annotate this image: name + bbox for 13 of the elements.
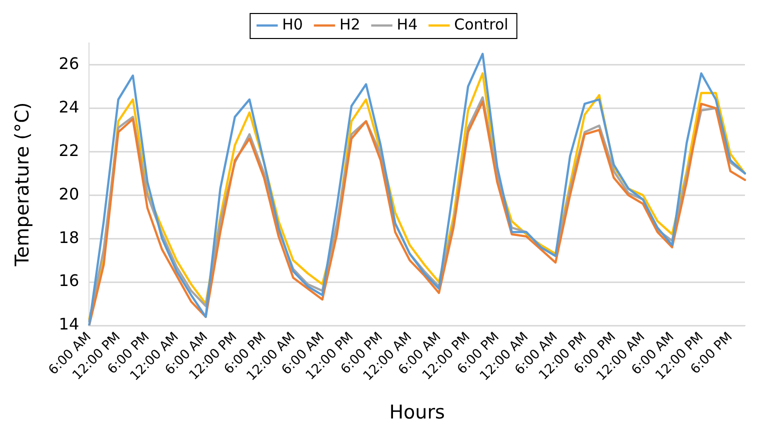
y-tick-label: 26 [58, 54, 80, 73]
legend-label: H4 [396, 15, 418, 34]
legend-label: H2 [339, 15, 360, 34]
y-tick-label: 14 [58, 314, 80, 334]
legend-label: Control [454, 15, 508, 34]
y-tick-label: 24 [58, 97, 80, 116]
y-tick-label: 16 [58, 271, 80, 290]
x-axis-title: Hours [389, 402, 445, 424]
y-tick-label: 18 [58, 228, 80, 247]
legend-label: H0 [282, 15, 303, 34]
y-tick-label: 20 [58, 184, 80, 204]
y-tick-label: 22 [58, 140, 80, 160]
y-axis-title: Temperature (°C) [11, 102, 34, 268]
